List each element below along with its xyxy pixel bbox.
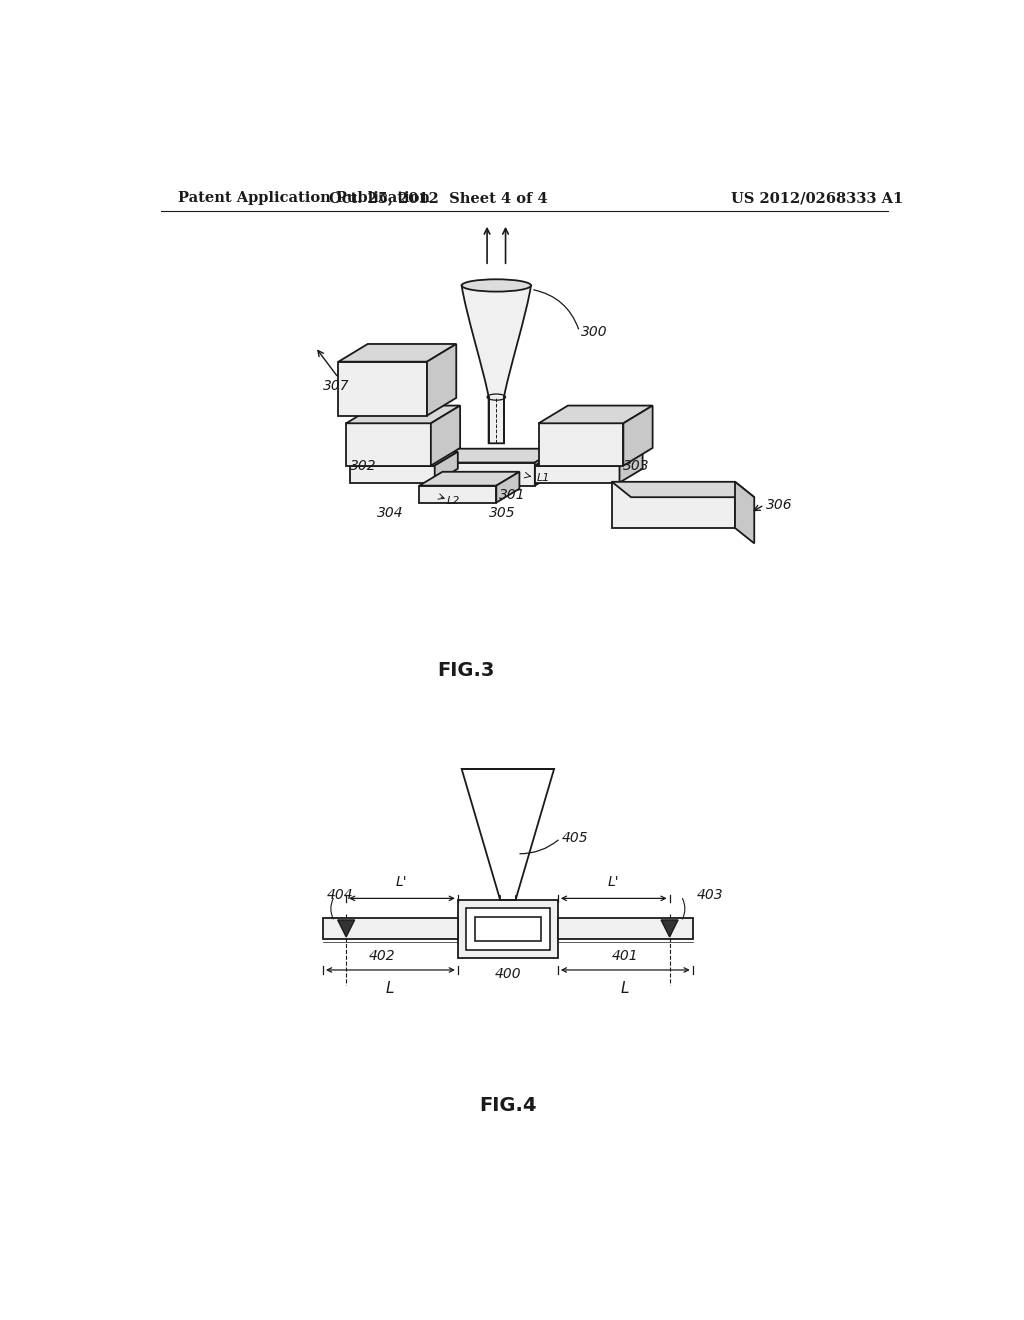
Polygon shape — [611, 482, 735, 528]
Polygon shape — [350, 466, 435, 483]
Bar — [475, 917, 541, 941]
Text: L: L — [621, 981, 629, 995]
Bar — [323, 917, 458, 940]
Text: 401: 401 — [611, 949, 638, 964]
Polygon shape — [620, 451, 643, 483]
Polygon shape — [535, 449, 558, 486]
Bar — [458, 900, 558, 958]
Text: L1: L1 — [538, 473, 551, 483]
Polygon shape — [497, 471, 519, 503]
Polygon shape — [350, 451, 458, 466]
Text: 300: 300 — [581, 325, 607, 339]
Polygon shape — [419, 471, 519, 486]
Polygon shape — [539, 405, 652, 424]
Text: Patent Application Publication: Patent Application Publication — [178, 191, 430, 206]
Text: 402: 402 — [369, 949, 395, 964]
Text: 403: 403 — [696, 887, 723, 902]
FancyArrowPatch shape — [534, 290, 579, 329]
Polygon shape — [611, 482, 755, 498]
Text: FIG.4: FIG.4 — [479, 1096, 537, 1115]
Text: 307: 307 — [324, 379, 350, 392]
Text: 304: 304 — [377, 506, 403, 520]
Polygon shape — [435, 451, 458, 483]
Polygon shape — [735, 482, 755, 544]
Polygon shape — [346, 405, 460, 424]
FancyArrowPatch shape — [520, 840, 558, 854]
Text: 405: 405 — [562, 832, 589, 845]
Polygon shape — [339, 345, 457, 362]
Polygon shape — [535, 466, 620, 483]
Text: US 2012/0268333 A1: US 2012/0268333 A1 — [731, 191, 903, 206]
Polygon shape — [662, 920, 678, 937]
Text: 400: 400 — [495, 966, 521, 981]
Polygon shape — [431, 405, 460, 466]
Polygon shape — [427, 345, 457, 416]
Polygon shape — [346, 424, 431, 466]
Text: L': L' — [396, 875, 408, 890]
Text: 303: 303 — [624, 459, 650, 474]
FancyArrowPatch shape — [682, 899, 685, 919]
Polygon shape — [339, 362, 427, 416]
Text: 404: 404 — [327, 887, 353, 902]
Ellipse shape — [462, 280, 531, 292]
PathPatch shape — [462, 285, 531, 444]
Text: 305: 305 — [488, 506, 515, 520]
Polygon shape — [535, 451, 643, 466]
Text: 306: 306 — [766, 498, 793, 512]
Bar — [466, 908, 550, 950]
Polygon shape — [435, 449, 558, 462]
Text: FIG.3: FIG.3 — [437, 661, 495, 680]
Text: L': L' — [607, 875, 620, 890]
Polygon shape — [624, 405, 652, 466]
Polygon shape — [338, 920, 354, 937]
Text: Oct. 25, 2012  Sheet 4 of 4: Oct. 25, 2012 Sheet 4 of 4 — [330, 191, 548, 206]
Bar — [558, 917, 692, 940]
Text: 302: 302 — [350, 459, 377, 474]
Polygon shape — [539, 424, 624, 466]
Text: L2: L2 — [446, 496, 460, 506]
Polygon shape — [419, 486, 497, 503]
Polygon shape — [435, 462, 535, 486]
Polygon shape — [462, 770, 554, 900]
Text: L: L — [386, 981, 394, 995]
FancyArrowPatch shape — [331, 899, 333, 919]
Text: 301: 301 — [499, 488, 525, 502]
